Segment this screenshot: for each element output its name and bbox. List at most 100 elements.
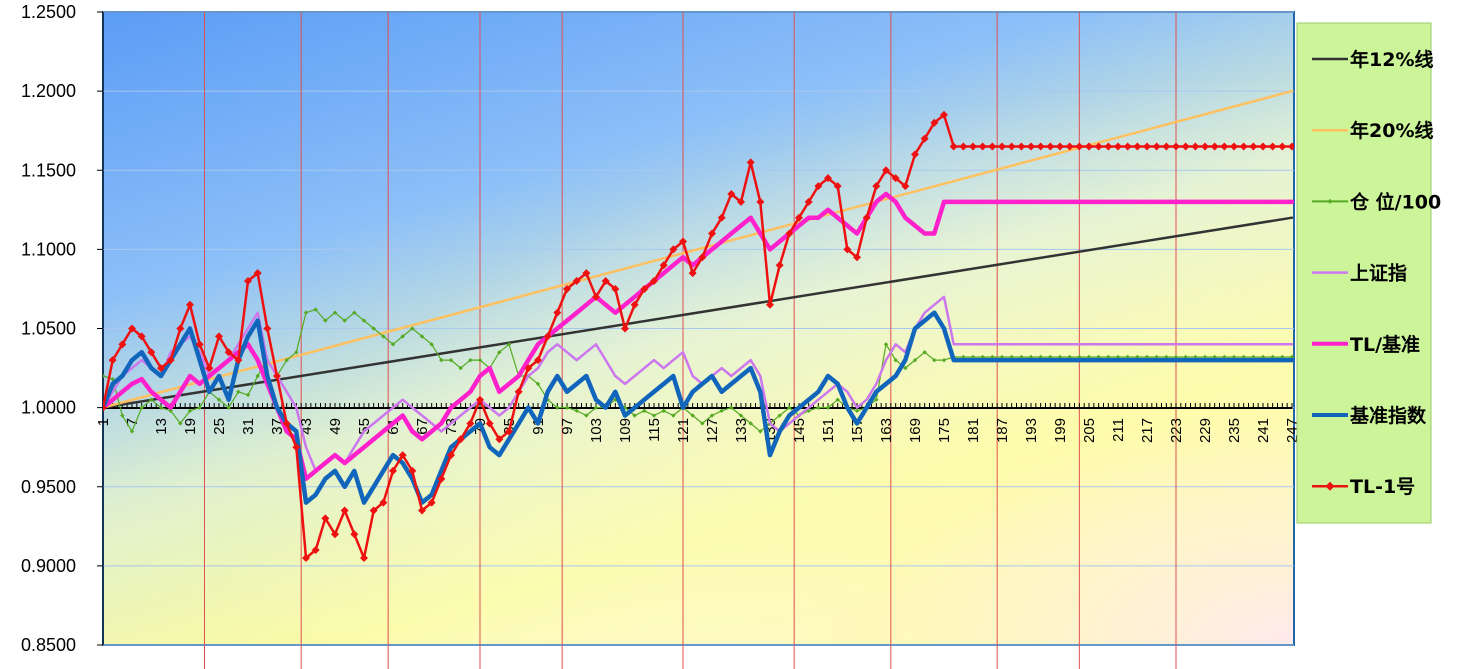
- series-6-marker-114: [1191, 142, 1200, 151]
- series-6-marker-54: [621, 324, 629, 333]
- series-6-marker-41: [495, 435, 504, 444]
- series-6-marker-113: [1181, 142, 1190, 151]
- x-tick-label-0: 1: [95, 418, 112, 426]
- series-6-marker-23: [321, 514, 330, 523]
- series-6-marker-81: [882, 166, 890, 175]
- series-6-marker-59: [669, 245, 678, 254]
- series-2-marker-71: [787, 405, 792, 410]
- series-2-marker-55: [632, 413, 637, 418]
- series-2-marker-12: [216, 397, 222, 402]
- series-6-marker-2: [118, 340, 127, 349]
- series-6-marker-48: [563, 284, 571, 293]
- x-tick-label-32: 193: [1023, 418, 1040, 443]
- series-6-marker-61: [688, 269, 697, 278]
- series-6-marker-68: [756, 197, 765, 206]
- y-tick-label-5: 1.1000: [21, 239, 76, 259]
- series-2-marker-27: [361, 318, 367, 323]
- x-tick-label-22: 133: [733, 418, 750, 443]
- y-tick-label-3: 1.0000: [21, 398, 76, 418]
- series-6-marker-76: [833, 182, 842, 191]
- x-tick-label-18: 109: [617, 418, 634, 443]
- x-tick-label-25: 151: [820, 418, 837, 443]
- series-6-marker-36: [447, 451, 455, 460]
- series-6-marker-90: [959, 142, 968, 151]
- legend-item-4: TL/基准: [1312, 333, 1420, 356]
- series-6-marker-60: [679, 237, 687, 246]
- series-6-marker-101: [1065, 142, 1074, 151]
- series-0: [103, 216, 1294, 409]
- series-6-marker-86: [930, 118, 939, 127]
- series-6-marker-121: [1259, 142, 1267, 151]
- series-6-marker-97: [1027, 142, 1035, 151]
- series-2-marker-3: [129, 429, 135, 434]
- series-6-marker-91: [969, 142, 977, 151]
- series-6-marker-33: [418, 506, 426, 515]
- series-2-marker-28: [371, 326, 376, 331]
- series-2-marker-78: [854, 408, 860, 413]
- series-2-marker-83: [903, 365, 908, 371]
- series-6-marker-38: [466, 419, 475, 428]
- legend-label-1: 年20%线: [1350, 119, 1433, 142]
- series-6-marker-120: [1249, 142, 1258, 151]
- series-6-marker-75: [824, 174, 832, 183]
- series-2-marker-58: [661, 408, 666, 413]
- x-tick-label-40: 241: [1255, 418, 1272, 443]
- series-6-marker-79: [862, 213, 871, 222]
- x-tick-label-9: 55: [356, 418, 373, 435]
- series-6-marker-42: [505, 427, 513, 436]
- x-tick-label-2: 13: [153, 418, 170, 435]
- series-6: [103, 110, 1294, 562]
- series-6-marker-7: [166, 356, 175, 365]
- series-2-marker-26: [352, 310, 357, 315]
- series-2-marker-63: [709, 413, 715, 418]
- series-6-marker-10: [195, 340, 204, 349]
- series-2-marker-74: [816, 405, 821, 410]
- series-2-marker-13: [226, 405, 231, 410]
- x-tick-label-37: 223: [1168, 418, 1185, 443]
- series-6-marker-37: [456, 435, 465, 444]
- series-6-marker-24: [331, 530, 339, 539]
- series-6-marker-73: [804, 197, 813, 206]
- legend-label-3: 上证指: [1350, 263, 1407, 285]
- series-6-marker-80: [872, 182, 881, 191]
- series-2-marker-20: [294, 350, 299, 355]
- y-tick-label-6: 1.1500: [21, 160, 76, 180]
- series-2-marker-46: [545, 397, 550, 402]
- series-6-marker-104: [1094, 142, 1103, 151]
- series-6-marker-47: [553, 308, 562, 317]
- x-tick-label-12: 73: [443, 418, 460, 435]
- series-6-marker-56: [640, 284, 649, 293]
- series-2-marker-15: [245, 392, 251, 398]
- series-6-marker-88: [949, 142, 958, 151]
- series-6-marker-19: [282, 419, 291, 428]
- series-2-marker-22: [313, 307, 318, 312]
- series-6-marker-11: [205, 364, 214, 373]
- series-6-marker-82: [891, 174, 900, 183]
- series-2-marker-38: [468, 357, 473, 363]
- y-tick-label-7: 1.2000: [21, 81, 76, 101]
- series-6-marker-3: [128, 324, 136, 333]
- series-6-marker-58: [659, 261, 668, 270]
- series-2-marker-82: [893, 357, 898, 363]
- series-2-marker-4: [139, 405, 144, 410]
- series-6-marker-39: [476, 395, 484, 404]
- legend-item-6: TL-1号: [1312, 476, 1415, 498]
- series-2-marker-7: [168, 408, 173, 413]
- series-line-1: [103, 89, 1294, 409]
- series-6-marker-43: [514, 387, 523, 396]
- x-tick-label-17: 103: [588, 418, 605, 443]
- series-6-marker-95: [1007, 142, 1016, 151]
- series-6-marker-32: [408, 466, 417, 475]
- series-2-marker-10: [197, 405, 202, 410]
- legend-item-1: 年20%线: [1312, 119, 1433, 142]
- series-2-marker-24: [332, 310, 338, 315]
- series-6-marker-52: [601, 277, 610, 286]
- legend-item-3: 上证指: [1312, 263, 1407, 285]
- series-2-marker-0: [103, 373, 106, 379]
- x-tick-label-24: 145: [791, 418, 808, 443]
- series-6-marker-70: [775, 261, 784, 270]
- series-6-marker-100: [1056, 142, 1064, 151]
- series-6-marker-16: [253, 269, 262, 278]
- series-6-marker-35: [437, 474, 446, 483]
